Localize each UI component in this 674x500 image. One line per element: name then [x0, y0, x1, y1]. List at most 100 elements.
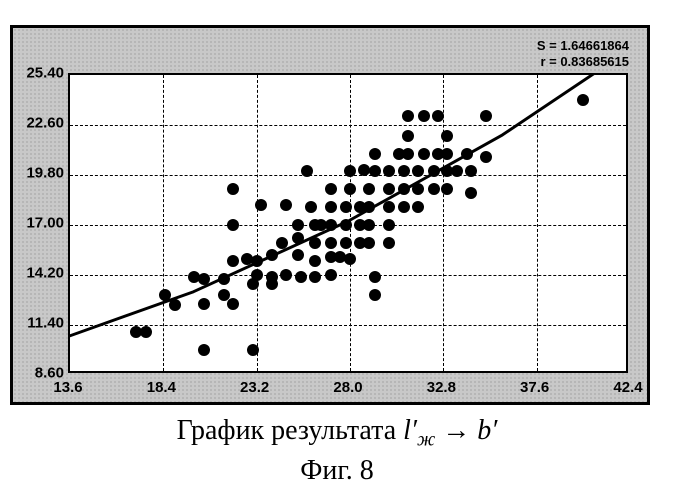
y-tick-label: 14.20	[20, 265, 64, 282]
scatter-point	[358, 164, 370, 176]
title-prefix: График результата	[177, 415, 404, 446]
scatter-point	[412, 165, 424, 177]
scatter-point	[198, 344, 210, 356]
scatter-point	[301, 165, 313, 177]
scatter-point	[309, 271, 321, 283]
title-var1: l	[403, 415, 411, 446]
scatter-point	[480, 110, 492, 122]
gridline-horizontal	[70, 325, 626, 326]
scatter-point	[251, 269, 263, 281]
scatter-point	[227, 219, 239, 231]
stat-s-label: S =	[537, 38, 561, 53]
scatter-point	[325, 269, 337, 281]
scatter-point	[369, 271, 381, 283]
scatter-point	[398, 183, 410, 195]
scatter-point	[369, 165, 381, 177]
scatter-point	[198, 273, 210, 285]
scatter-point	[309, 237, 321, 249]
scatter-point	[428, 183, 440, 195]
y-tick-label: 17.00	[20, 215, 64, 232]
scatter-point	[280, 199, 292, 211]
scatter-point	[255, 199, 267, 211]
fig-label: Фиг. 8	[300, 455, 373, 486]
title-prime2: ′	[491, 415, 497, 446]
scatter-point	[441, 183, 453, 195]
gridline-horizontal	[70, 125, 626, 126]
title-arrow: →	[435, 415, 477, 446]
scatter-point	[402, 148, 414, 160]
gridline-vertical	[163, 75, 164, 371]
scatter-point	[266, 271, 278, 283]
scatter-point	[363, 237, 375, 249]
gridline-horizontal	[70, 275, 626, 276]
scatter-point	[340, 219, 352, 231]
scatter-point	[251, 255, 263, 267]
title-subscript: ж	[417, 430, 435, 451]
x-tick-label: 23.2	[240, 379, 269, 396]
x-tick-label: 13.6	[53, 379, 82, 396]
scatter-point	[280, 269, 292, 281]
scatter-point	[295, 271, 307, 283]
scatter-point	[402, 130, 414, 142]
y-tick-label: 19.80	[20, 165, 64, 182]
scatter-point	[344, 183, 356, 195]
scatter-point	[292, 219, 304, 231]
x-tick-label: 42.4	[613, 379, 642, 396]
scatter-point	[266, 249, 278, 261]
scatter-point	[383, 165, 395, 177]
scatter-point	[325, 201, 337, 213]
scatter-point	[441, 148, 453, 160]
scatter-point	[480, 151, 492, 163]
scatter-point	[340, 237, 352, 249]
x-tick-label: 18.4	[147, 379, 176, 396]
scatter-point	[325, 183, 337, 195]
y-tick-label: 22.60	[20, 115, 64, 132]
scatter-point	[247, 344, 259, 356]
scatter-point	[198, 298, 210, 310]
scatter-point	[325, 237, 337, 249]
scatter-point	[441, 130, 453, 142]
scatter-point	[309, 255, 321, 267]
scatter-point	[169, 299, 181, 311]
scatter-point	[276, 237, 288, 249]
scatter-point	[340, 201, 352, 213]
scatter-point	[227, 298, 239, 310]
scatter-point	[325, 219, 337, 231]
scatter-point	[292, 249, 304, 261]
x-tick-label: 32.8	[427, 379, 456, 396]
scatter-point	[465, 165, 477, 177]
scatter-point	[383, 183, 395, 195]
scatter-point	[363, 183, 375, 195]
scatter-point	[577, 94, 589, 106]
gridline-vertical	[443, 75, 444, 371]
figure-number: Фиг. 8	[0, 455, 674, 487]
scatter-point	[369, 148, 381, 160]
scatter-point	[383, 219, 395, 231]
scatter-point	[428, 165, 440, 177]
scatter-point	[402, 110, 414, 122]
scatter-point	[383, 201, 395, 213]
scatter-point	[418, 110, 430, 122]
title-var2: b	[477, 415, 491, 446]
scatter-point	[418, 148, 430, 160]
scatter-point	[432, 110, 444, 122]
stats-text: S = 1.64661864 r = 0.83685615	[537, 38, 629, 69]
y-tick-label: 11.40	[20, 315, 64, 332]
scatter-point	[363, 219, 375, 231]
scatter-point	[461, 148, 473, 160]
scatter-point	[140, 326, 152, 338]
scatter-point	[398, 201, 410, 213]
scatter-point	[398, 165, 410, 177]
gridline-vertical	[537, 75, 538, 371]
chart-title: График результата l′ж → b′	[0, 415, 674, 452]
scatter-point	[451, 165, 463, 177]
chart-outer-frame: S = 1.64661864 r = 0.83685615 8.6011.401…	[10, 25, 650, 405]
scatter-point	[344, 253, 356, 265]
scatter-point	[383, 237, 395, 249]
x-tick-label: 28.0	[333, 379, 362, 396]
scatter-point	[412, 183, 424, 195]
y-tick-label: 25.40	[20, 65, 64, 82]
scatter-point	[465, 187, 477, 199]
scatter-point	[305, 201, 317, 213]
scatter-point	[292, 232, 304, 244]
